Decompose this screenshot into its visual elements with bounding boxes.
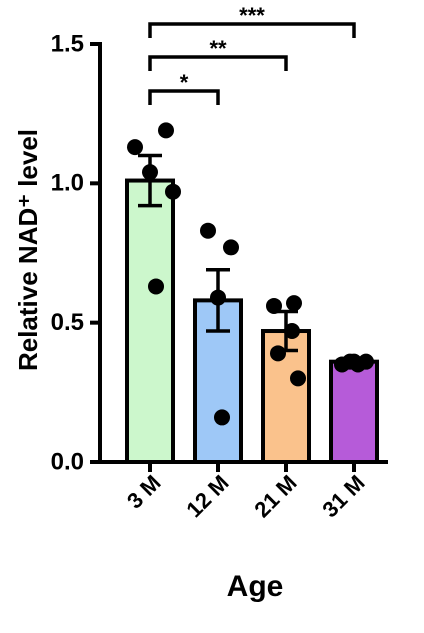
data-point xyxy=(223,239,239,256)
error-bar xyxy=(274,309,298,353)
data-point xyxy=(200,222,216,239)
y-tick-label: 1.5 xyxy=(51,30,84,57)
significance-label: ** xyxy=(209,36,227,61)
data-point xyxy=(270,345,286,362)
x-tick-label: 3 M xyxy=(122,470,166,514)
significance-bracket xyxy=(148,22,356,38)
x-tick-label: 21 M xyxy=(249,470,301,522)
x-tick-label: 31 M xyxy=(317,470,369,522)
error-bar xyxy=(138,153,162,208)
y-axis-label: Relative NAD⁺ level xyxy=(13,129,43,371)
error-bar xyxy=(342,357,366,367)
y-tick-label: 1.0 xyxy=(51,170,84,197)
error-bar xyxy=(206,267,230,333)
significance-label: *** xyxy=(239,3,265,28)
significance-label: * xyxy=(180,70,189,95)
data-point xyxy=(158,122,174,139)
significance-bracket xyxy=(148,55,288,71)
data-point xyxy=(290,370,306,387)
y-tick-label: 0.5 xyxy=(51,309,84,336)
data-point xyxy=(127,139,143,156)
x-tick-label: 12 M xyxy=(181,470,233,522)
significance-bracket xyxy=(148,89,220,105)
y-tick-label: 0.0 xyxy=(51,448,84,475)
data-point xyxy=(284,323,300,340)
data-point xyxy=(148,278,164,295)
x-axis-label: Age xyxy=(227,570,284,603)
data-point xyxy=(165,183,181,200)
bar xyxy=(125,178,175,464)
bar xyxy=(329,359,379,464)
data-point xyxy=(286,295,302,312)
data-point xyxy=(214,409,230,426)
